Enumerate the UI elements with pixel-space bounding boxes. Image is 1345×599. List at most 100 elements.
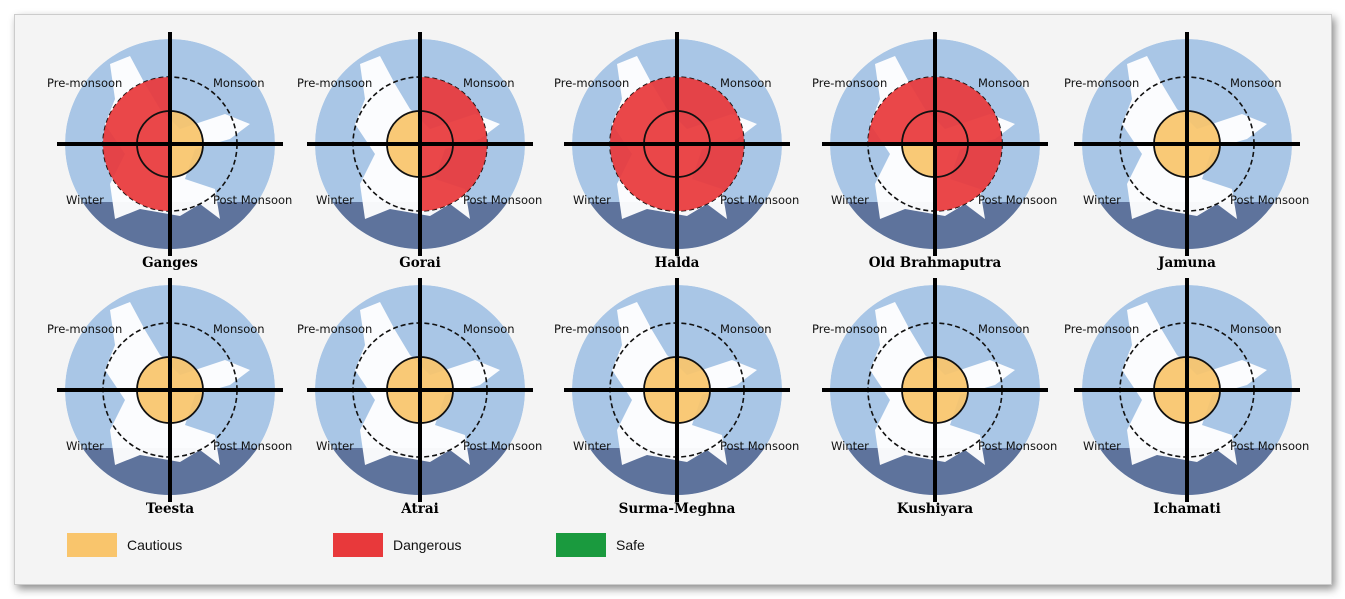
win-quadrant-cautious bbox=[1154, 144, 1187, 177]
season-label-pre: Pre-monsoon bbox=[554, 322, 629, 336]
season-label-post: Post Monsoon bbox=[978, 439, 1057, 453]
river-panel-ichamati: Pre-monsoon Monsoon Post Monsoon Winter Icha… bbox=[1064, 278, 1309, 517]
river-panel-halda: Pre-monsoon Monsoon Post Monsoon Winter Hald… bbox=[554, 32, 799, 271]
legend-cautious: Cautious bbox=[67, 533, 182, 557]
river-panel-ganges: Pre-monsoon Monsoon Post Monsoon Winter Gang… bbox=[47, 32, 292, 271]
post-quadrant-dangerous bbox=[420, 144, 487, 211]
win-quadrant-dangerous bbox=[103, 144, 170, 211]
pre-quadrant-cautious bbox=[387, 357, 420, 390]
river-name: Kushiyara bbox=[897, 501, 974, 517]
season-label-win: Winter bbox=[573, 193, 611, 207]
season-label-win: Winter bbox=[66, 193, 104, 207]
river-panel-teesta: Pre-monsoon Monsoon Post Monsoon Winter Tees… bbox=[47, 278, 292, 517]
win-quadrant-cautious bbox=[387, 144, 420, 177]
season-label-pre: Pre-monsoon bbox=[297, 76, 372, 90]
mon-quadrant-cautious bbox=[677, 357, 710, 390]
river-name: Ichamati bbox=[1153, 501, 1221, 517]
post-quadrant-cautious bbox=[170, 390, 203, 423]
river-panel-jamuna: Pre-monsoon Monsoon Post Monsoon Winter Jamu… bbox=[1064, 32, 1309, 271]
win-quadrant-cautious bbox=[387, 390, 420, 423]
win-quadrant-cautious bbox=[644, 390, 677, 423]
win-quadrant-dangerous bbox=[610, 144, 677, 211]
season-label-pre: Pre-monsoon bbox=[47, 76, 122, 90]
legend-dangerous: Dangerous bbox=[333, 533, 462, 557]
post-quadrant-cautious bbox=[677, 390, 710, 423]
season-label-mon: Monsoon bbox=[978, 322, 1030, 336]
post-quadrant-dangerous bbox=[677, 144, 744, 211]
river-panel-kushiyara: Pre-monsoon Monsoon Post Monsoon Winter Kush… bbox=[812, 278, 1057, 517]
season-label-pre: Pre-monsoon bbox=[812, 76, 887, 90]
season-label-pre: Pre-monsoon bbox=[1064, 322, 1139, 336]
mon-quadrant-dangerous bbox=[420, 77, 487, 144]
season-label-pre: Pre-monsoon bbox=[297, 322, 372, 336]
season-label-win: Winter bbox=[316, 193, 354, 207]
season-label-post: Post Monsoon bbox=[213, 193, 292, 207]
season-label-post: Post Monsoon bbox=[720, 439, 799, 453]
post-quadrant-cautious bbox=[1187, 390, 1220, 423]
pre-quadrant-cautious bbox=[902, 357, 935, 390]
river-panel-atrai: Pre-monsoon Monsoon Post Monsoon Winter Atra… bbox=[297, 278, 542, 517]
season-label-win: Winter bbox=[573, 439, 611, 453]
river-name: Surma-Meghna bbox=[619, 501, 736, 517]
season-label-win: Winter bbox=[316, 439, 354, 453]
season-label-mon: Monsoon bbox=[463, 76, 515, 90]
season-label-win: Winter bbox=[66, 439, 104, 453]
post-quadrant-cautious bbox=[170, 144, 203, 177]
win-quadrant-cautious bbox=[1154, 390, 1187, 423]
season-label-win: Winter bbox=[1083, 439, 1121, 453]
season-label-post: Post Monsoon bbox=[1230, 439, 1309, 453]
post-quadrant-cautious bbox=[420, 390, 453, 423]
season-label-mon: Monsoon bbox=[1230, 76, 1282, 90]
win-quadrant-cautious bbox=[902, 144, 935, 177]
pre-quadrant-cautious bbox=[1154, 357, 1187, 390]
river-panel-surma-meghna: Pre-monsoon Monsoon Post Monsoon Winter Surm… bbox=[554, 278, 799, 517]
season-label-mon: Monsoon bbox=[463, 322, 515, 336]
river-name: Gorai bbox=[399, 255, 441, 271]
cautious-swatch bbox=[67, 533, 117, 557]
river-name: Ganges bbox=[142, 255, 198, 271]
pre-quadrant-cautious bbox=[387, 111, 420, 144]
legend-safe: Safe bbox=[556, 533, 645, 557]
pre-quadrant-cautious bbox=[1154, 111, 1187, 144]
season-label-win: Winter bbox=[831, 439, 869, 453]
pre-quadrant-dangerous bbox=[610, 77, 677, 144]
season-label-post: Post Monsoon bbox=[463, 439, 542, 453]
river-panel-old-brahmaputra: Pre-monsoon Monsoon Post Monsoon Winter Old … bbox=[812, 32, 1057, 271]
dangerous-swatch bbox=[333, 533, 383, 557]
post-quadrant-dangerous bbox=[935, 144, 1002, 211]
season-label-pre: Pre-monsoon bbox=[47, 322, 122, 336]
river-name: Old Brahmaputra bbox=[869, 255, 1002, 271]
season-label-pre: Pre-monsoon bbox=[812, 322, 887, 336]
season-label-win: Winter bbox=[1083, 193, 1121, 207]
season-label-post: Post Monsoon bbox=[463, 193, 542, 207]
mon-quadrant-cautious bbox=[935, 357, 968, 390]
pre-quadrant-dangerous bbox=[868, 77, 935, 144]
mon-quadrant-dangerous bbox=[677, 77, 744, 144]
season-label-pre: Pre-monsoon bbox=[1064, 76, 1139, 90]
river-name: Halda bbox=[655, 255, 700, 271]
river-name: Jamuna bbox=[1157, 255, 1216, 271]
season-label-mon: Monsoon bbox=[213, 76, 265, 90]
river-panel-gorai: Pre-monsoon Monsoon Post Monsoon Winter Gora… bbox=[297, 32, 542, 271]
river-name: Atrai bbox=[400, 501, 438, 517]
post-quadrant-cautious bbox=[1187, 144, 1220, 177]
season-label-pre: Pre-monsoon bbox=[554, 76, 629, 90]
pre-quadrant-cautious bbox=[644, 357, 677, 390]
safe-swatch bbox=[556, 533, 606, 557]
season-label-mon: Monsoon bbox=[720, 76, 772, 90]
mon-quadrant-dangerous bbox=[935, 77, 1002, 144]
win-quadrant-cautious bbox=[137, 390, 170, 423]
season-label-post: Post Monsoon bbox=[978, 193, 1057, 207]
mon-quadrant-cautious bbox=[1187, 357, 1220, 390]
season-label-post: Post Monsoon bbox=[720, 193, 799, 207]
mon-quadrant-cautious bbox=[170, 111, 203, 144]
mon-quadrant-cautious bbox=[170, 357, 203, 390]
season-label-mon: Monsoon bbox=[213, 322, 265, 336]
legend-label: Cautious bbox=[127, 537, 183, 553]
mon-quadrant-cautious bbox=[420, 357, 453, 390]
legend-label: Dangerous bbox=[393, 537, 462, 553]
pre-quadrant-dangerous bbox=[103, 77, 170, 144]
season-label-mon: Monsoon bbox=[978, 76, 1030, 90]
post-quadrant-cautious bbox=[935, 390, 968, 423]
